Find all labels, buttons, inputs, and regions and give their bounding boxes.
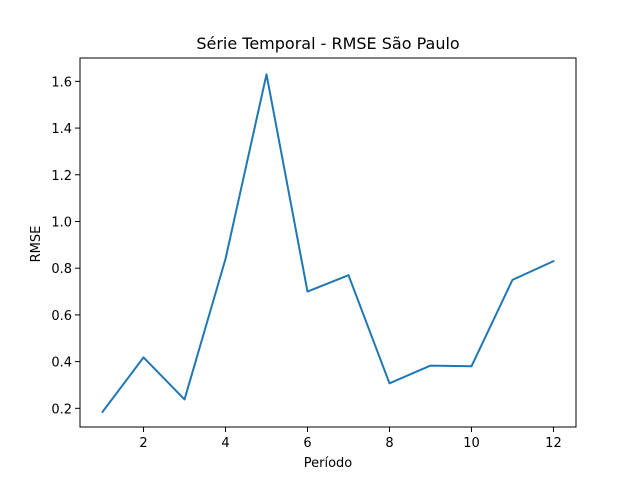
y-axis-label: RMSE bbox=[29, 226, 44, 263]
y-tick-label-0: 0.2 bbox=[51, 402, 72, 417]
y-tick-label-3: 0.8 bbox=[51, 262, 72, 277]
x-axis-label: Período bbox=[304, 456, 353, 471]
y-tick-label-5: 1.2 bbox=[51, 169, 72, 184]
plot-area: 2 4 6 8 10 12 0.2 0.4 0.6 0.8 1.0 1.2 1.4 1.6 bbox=[51, 57, 577, 451]
y-tick-label-2: 0.6 bbox=[51, 309, 72, 324]
x-tick-label-1: 4 bbox=[221, 436, 229, 451]
x-tick-label-4: 10 bbox=[463, 436, 480, 451]
chart-title: Série Temporal - RMSE São Paulo bbox=[196, 34, 459, 53]
y-tick-label-7: 1.6 bbox=[51, 75, 72, 90]
x-tick-label-3: 8 bbox=[385, 436, 393, 451]
x-tick-label-0: 2 bbox=[139, 436, 147, 451]
axes-frame bbox=[79, 57, 577, 428]
y-tick-label-4: 1.0 bbox=[51, 215, 72, 230]
series-line-0 bbox=[101, 73, 555, 414]
x-tick-label-5: 12 bbox=[545, 436, 562, 451]
x-tick-label-2: 6 bbox=[303, 436, 311, 451]
y-tick-label-1: 0.4 bbox=[51, 356, 72, 371]
y-tick-label-6: 1.4 bbox=[51, 122, 72, 137]
